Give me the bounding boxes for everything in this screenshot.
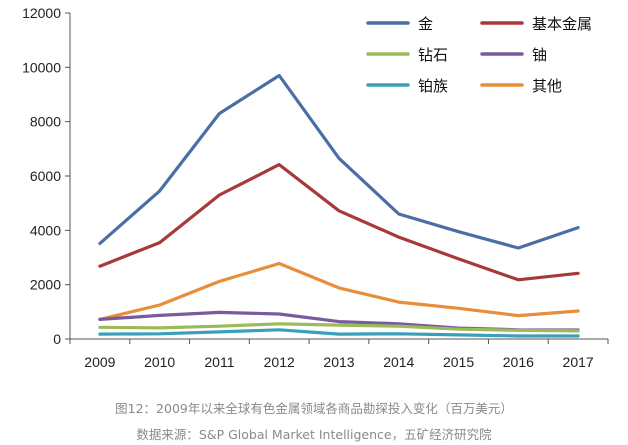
source-caption: 数据来源：S&P Global Market Intelligence，五矿经济… (136, 427, 492, 442)
x-tick-label: 2017 (563, 354, 594, 370)
legend-label: 金 (418, 15, 433, 33)
legend-label: 钻石 (418, 46, 448, 64)
y-tick-label: 8000 (30, 114, 61, 130)
x-tick-label: 2011 (204, 354, 234, 370)
y-tick-label: 2000 (30, 277, 61, 293)
x-tick-label: 2015 (443, 354, 474, 370)
x-tick-label: 2013 (323, 354, 354, 370)
series-line-0 (98, 73, 580, 250)
legend-label: 其他 (532, 77, 562, 95)
series-line-1 (98, 163, 580, 282)
x-tick-label: 2009 (84, 354, 115, 370)
chart-axes (65, 12, 609, 344)
y-tick-label: 4000 (30, 222, 61, 238)
series-lines (98, 73, 580, 338)
y-tick-label: 10000 (22, 59, 61, 75)
legend-label: 基本金属 (532, 15, 592, 33)
y-tick-label: 12000 (22, 5, 61, 21)
series-line-5 (98, 261, 580, 321)
x-tick-label: 2016 (503, 354, 534, 370)
legend-label: 铀 (532, 46, 547, 64)
series-line-4 (98, 328, 580, 338)
x-tick-label: 2010 (144, 354, 175, 370)
y-tick-label: 6000 (30, 168, 61, 184)
legend-label: 铂族 (418, 77, 448, 95)
y-tick-label: 0 (53, 331, 61, 347)
series-line-2 (98, 322, 580, 333)
figure-caption: 图12：2009年以来全球有色金属领域各商品勘探投入变化（百万美元） (115, 401, 513, 416)
x-tick-label: 2014 (383, 354, 414, 370)
line-chart: 0 2000 4000 6000 8000 10000 12000 2009 2010 2011… (22, 5, 609, 370)
x-axis-tick-labels: 2009 2010 2011 2012 2013 2014 2015 2016 2017 (84, 354, 594, 370)
x-tick-label: 2012 (264, 354, 295, 370)
y-axis-tick-labels: 0 2000 4000 6000 8000 10000 12000 (22, 5, 61, 347)
